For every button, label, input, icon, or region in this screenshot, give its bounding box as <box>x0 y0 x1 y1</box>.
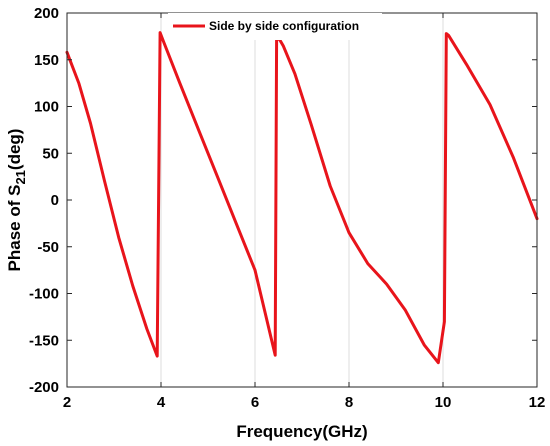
x-axis-title: Frequency(GHz) <box>236 422 367 441</box>
y-tick-label: -150 <box>29 332 59 349</box>
y-axis-title: Phase of S21(deg) <box>5 129 28 272</box>
y-tick-label: 150 <box>34 52 59 69</box>
y-axis-title-tail: (deg) <box>5 129 24 171</box>
y-tick-label: 50 <box>42 145 59 162</box>
x-tick-label: 12 <box>529 394 546 411</box>
legend-label: Side by side configuration <box>209 19 359 33</box>
legend: Side by side configuration <box>168 13 382 40</box>
y-tick-label: -50 <box>37 239 59 256</box>
y-tick-label: 100 <box>34 99 59 116</box>
y-tick-label: -200 <box>29 379 59 396</box>
y-axis-title-main: Phase of S <box>5 185 24 272</box>
y-tick-label: 200 <box>34 5 59 22</box>
x-tick-label: 6 <box>251 394 259 411</box>
x-tick-label: 10 <box>435 394 452 411</box>
y-axis-title-subscript: 21 <box>13 170 28 184</box>
x-tick-label: 8 <box>345 394 353 411</box>
plot-background <box>67 13 537 387</box>
tick-labels: 2 4 6 8 10 12 -200 -150 -100 -50 0 50 100 150 200 <box>29 5 545 411</box>
y-tick-label: -100 <box>29 286 59 303</box>
x-tick-label: 2 <box>63 394 71 411</box>
y-tick-label: 0 <box>51 192 59 209</box>
x-tick-label: 4 <box>157 394 166 411</box>
